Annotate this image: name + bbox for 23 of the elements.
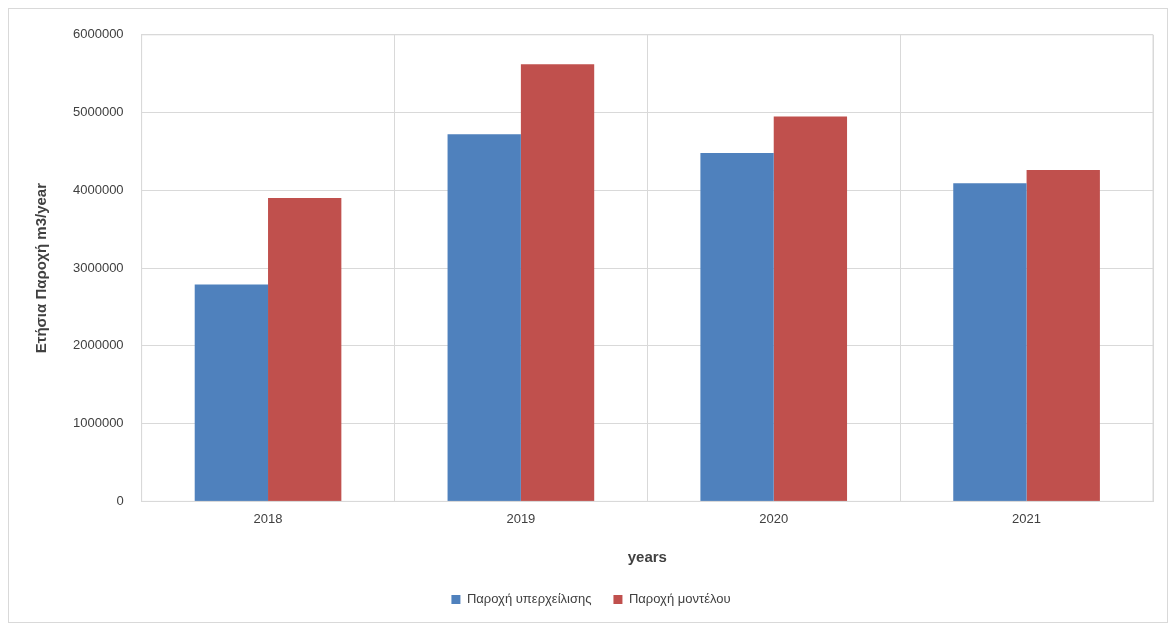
bar [194, 284, 269, 501]
y-tick-label: 2000000 [72, 337, 124, 353]
bar [773, 116, 848, 501]
y-tick-label: 6000000 [72, 26, 124, 42]
y-tick-label: 4000000 [72, 181, 124, 197]
legend-label: Παροχή μοντέλου [628, 591, 731, 607]
x-tick-label: 2019 [506, 510, 536, 526]
bar [447, 134, 521, 501]
y-tick-label: 1000000 [72, 415, 124, 431]
legend-label: Παροχή υπερχείλισης [466, 591, 592, 607]
y-tick-label: 0 [116, 492, 124, 508]
x-tick-label: 2020 [759, 510, 789, 526]
y-axis-title: Ετήσια Παροχή m3/year [32, 182, 50, 354]
bar [520, 64, 595, 501]
bar [268, 198, 342, 501]
x-tick-label: 2021 [1012, 510, 1042, 526]
x-tick-label: 2018 [253, 510, 283, 526]
bar [700, 153, 774, 501]
y-tick-label: 5000000 [72, 104, 124, 120]
x-axis-title: years [627, 548, 667, 566]
bar [953, 183, 1027, 501]
y-tick-label: 3000000 [72, 259, 124, 275]
bar [1026, 170, 1100, 501]
